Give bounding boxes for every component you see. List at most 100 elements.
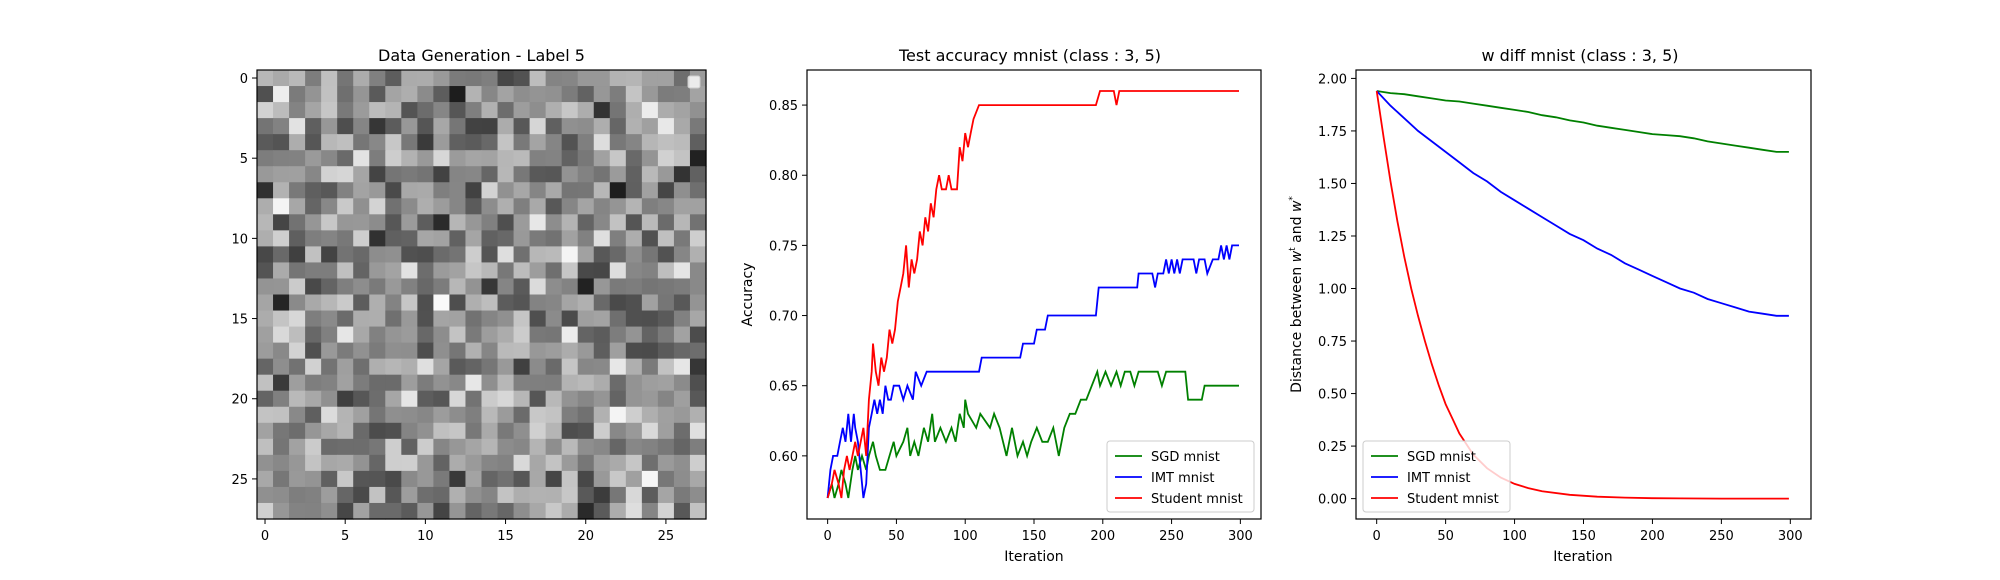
heatmap-cell	[689, 486, 707, 504]
heatmap-cell	[689, 166, 707, 183]
heatmap-cell	[289, 454, 306, 472]
heatmap-cell	[465, 166, 483, 183]
heatmap-cell	[353, 278, 370, 296]
heatmap-cell	[625, 342, 643, 360]
accuracy-legend-label: SGD mnist	[1151, 450, 1220, 465]
heatmap-cell	[257, 406, 274, 424]
heatmap-cell	[529, 342, 547, 360]
heatmap-cell	[337, 262, 354, 280]
heatmap-cell	[417, 182, 434, 199]
heatmap-cell	[529, 422, 547, 440]
heatmap-cell	[673, 310, 691, 328]
heatmap-cell	[545, 422, 563, 440]
heatmap-cell	[593, 406, 611, 424]
heatmap-cell	[273, 86, 290, 103]
heatmap-cell	[609, 70, 627, 87]
heatmap-cell	[433, 502, 451, 520]
heatmap-cell	[577, 422, 595, 440]
heatmap-cell	[577, 262, 595, 280]
heatmap-cell	[401, 230, 418, 247]
heatmap-cell	[305, 470, 322, 488]
heatmap-cell	[337, 502, 354, 520]
heatmap-cell	[385, 358, 402, 376]
heatmap-cell	[465, 86, 483, 103]
heatmap-cell	[481, 342, 499, 360]
accuracy-series-line-2	[826, 90, 1239, 499]
heatmap-cell	[609, 310, 627, 328]
heatmap-cell	[673, 342, 691, 360]
heatmap-cell	[609, 406, 627, 424]
accuracy-legend-label: IMT mnist	[1151, 471, 1215, 486]
heatmap-cell	[433, 358, 451, 376]
heatmap-cell	[449, 150, 467, 167]
wdiff-series-line-0	[1376, 90, 1789, 153]
heatmap-cell	[401, 118, 418, 135]
heatmap-cell	[577, 118, 595, 135]
heatmap-cell	[369, 246, 386, 264]
heatmap-cell	[369, 294, 386, 312]
heatmap-cell	[401, 262, 418, 280]
heatmap-cell	[337, 326, 354, 344]
heatmap-cell	[625, 422, 643, 440]
heatmap-cell	[529, 406, 547, 424]
heatmap-cell	[305, 262, 322, 280]
heatmap-cell	[401, 182, 418, 199]
heatmap-empty-legend	[687, 75, 701, 89]
heatmap-cell	[513, 246, 531, 264]
accuracy-x-tick-label: 100	[953, 529, 978, 544]
heatmap-cell	[385, 374, 402, 392]
heatmap-cell	[577, 134, 595, 151]
heatmap-cell	[449, 134, 467, 151]
heatmap-cell	[497, 118, 515, 135]
heatmap-cell	[481, 454, 499, 472]
heatmap-cell	[433, 438, 451, 456]
heatmap-cell	[609, 294, 627, 312]
heatmap-cell	[289, 150, 306, 167]
heatmap-cell	[545, 150, 563, 167]
heatmap-cell	[689, 198, 707, 215]
heatmap-cell	[689, 230, 707, 247]
heatmap-cell	[353, 470, 370, 488]
heatmap-cell	[433, 390, 451, 408]
heatmap-cell	[417, 278, 434, 296]
heatmap-cell	[433, 470, 451, 488]
heatmap-cell	[433, 230, 451, 247]
heatmap-cell	[593, 198, 611, 215]
heatmap-cell	[337, 70, 354, 87]
heatmap-cell	[513, 230, 531, 247]
heatmap-cell	[305, 358, 322, 376]
heatmap-cell	[257, 486, 274, 504]
heatmap-cell	[273, 246, 290, 264]
heatmap-cell	[561, 246, 579, 264]
heatmap-cell	[657, 118, 675, 135]
heatmap-cell	[689, 182, 707, 199]
heatmap-cell	[465, 118, 483, 135]
heatmap-cell	[481, 118, 499, 135]
heatmap-cell	[593, 326, 611, 344]
heatmap-cell	[465, 342, 483, 360]
heatmap-cell	[289, 502, 306, 520]
heatmap-cell	[289, 230, 306, 247]
heatmap-cell	[449, 166, 467, 183]
accuracy-y-tick-label: 0.70	[769, 310, 798, 325]
accuracy-x-axis-label: Iteration	[1004, 549, 1063, 565]
heatmap-cell	[305, 166, 322, 183]
heatmap-cell	[641, 246, 659, 264]
heatmap-cell	[673, 230, 691, 247]
wdiff-x-tick-label: 100	[1502, 529, 1527, 544]
heatmap-cell	[353, 486, 370, 504]
heatmap-cell	[689, 278, 707, 296]
heatmap-cell	[625, 358, 643, 376]
accuracy-x-tick-label: 50	[888, 529, 905, 544]
heatmap-cell	[673, 358, 691, 376]
heatmap-cell	[577, 486, 595, 504]
heatmap-y-tick-label: 15	[231, 313, 248, 328]
heatmap-cell	[545, 438, 563, 456]
heatmap-cell	[321, 310, 338, 328]
heatmap-cell	[305, 438, 322, 456]
heatmap-cell	[545, 182, 563, 199]
heatmap-cell	[449, 358, 467, 376]
heatmap-cell	[385, 438, 402, 456]
heatmap-cell	[481, 294, 499, 312]
heatmap-cell	[529, 486, 547, 504]
